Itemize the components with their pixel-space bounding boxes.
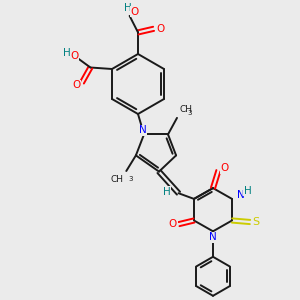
Text: CH: CH [111,175,124,184]
Text: 3: 3 [188,110,192,116]
Text: H: H [63,48,71,58]
Text: 3: 3 [129,176,133,182]
Text: N: N [139,125,146,135]
Text: H: H [163,187,171,197]
Text: O: O [169,219,177,229]
Text: H: H [244,186,251,196]
Text: O: O [73,80,81,91]
Text: O: O [220,163,229,173]
Text: S: S [252,217,260,227]
Text: CH: CH [179,105,192,114]
Text: H: H [124,3,132,14]
Text: O: O [156,24,164,34]
Text: O: O [70,51,78,61]
Text: N: N [237,190,245,200]
Text: N: N [209,232,217,242]
Text: O: O [131,7,139,17]
